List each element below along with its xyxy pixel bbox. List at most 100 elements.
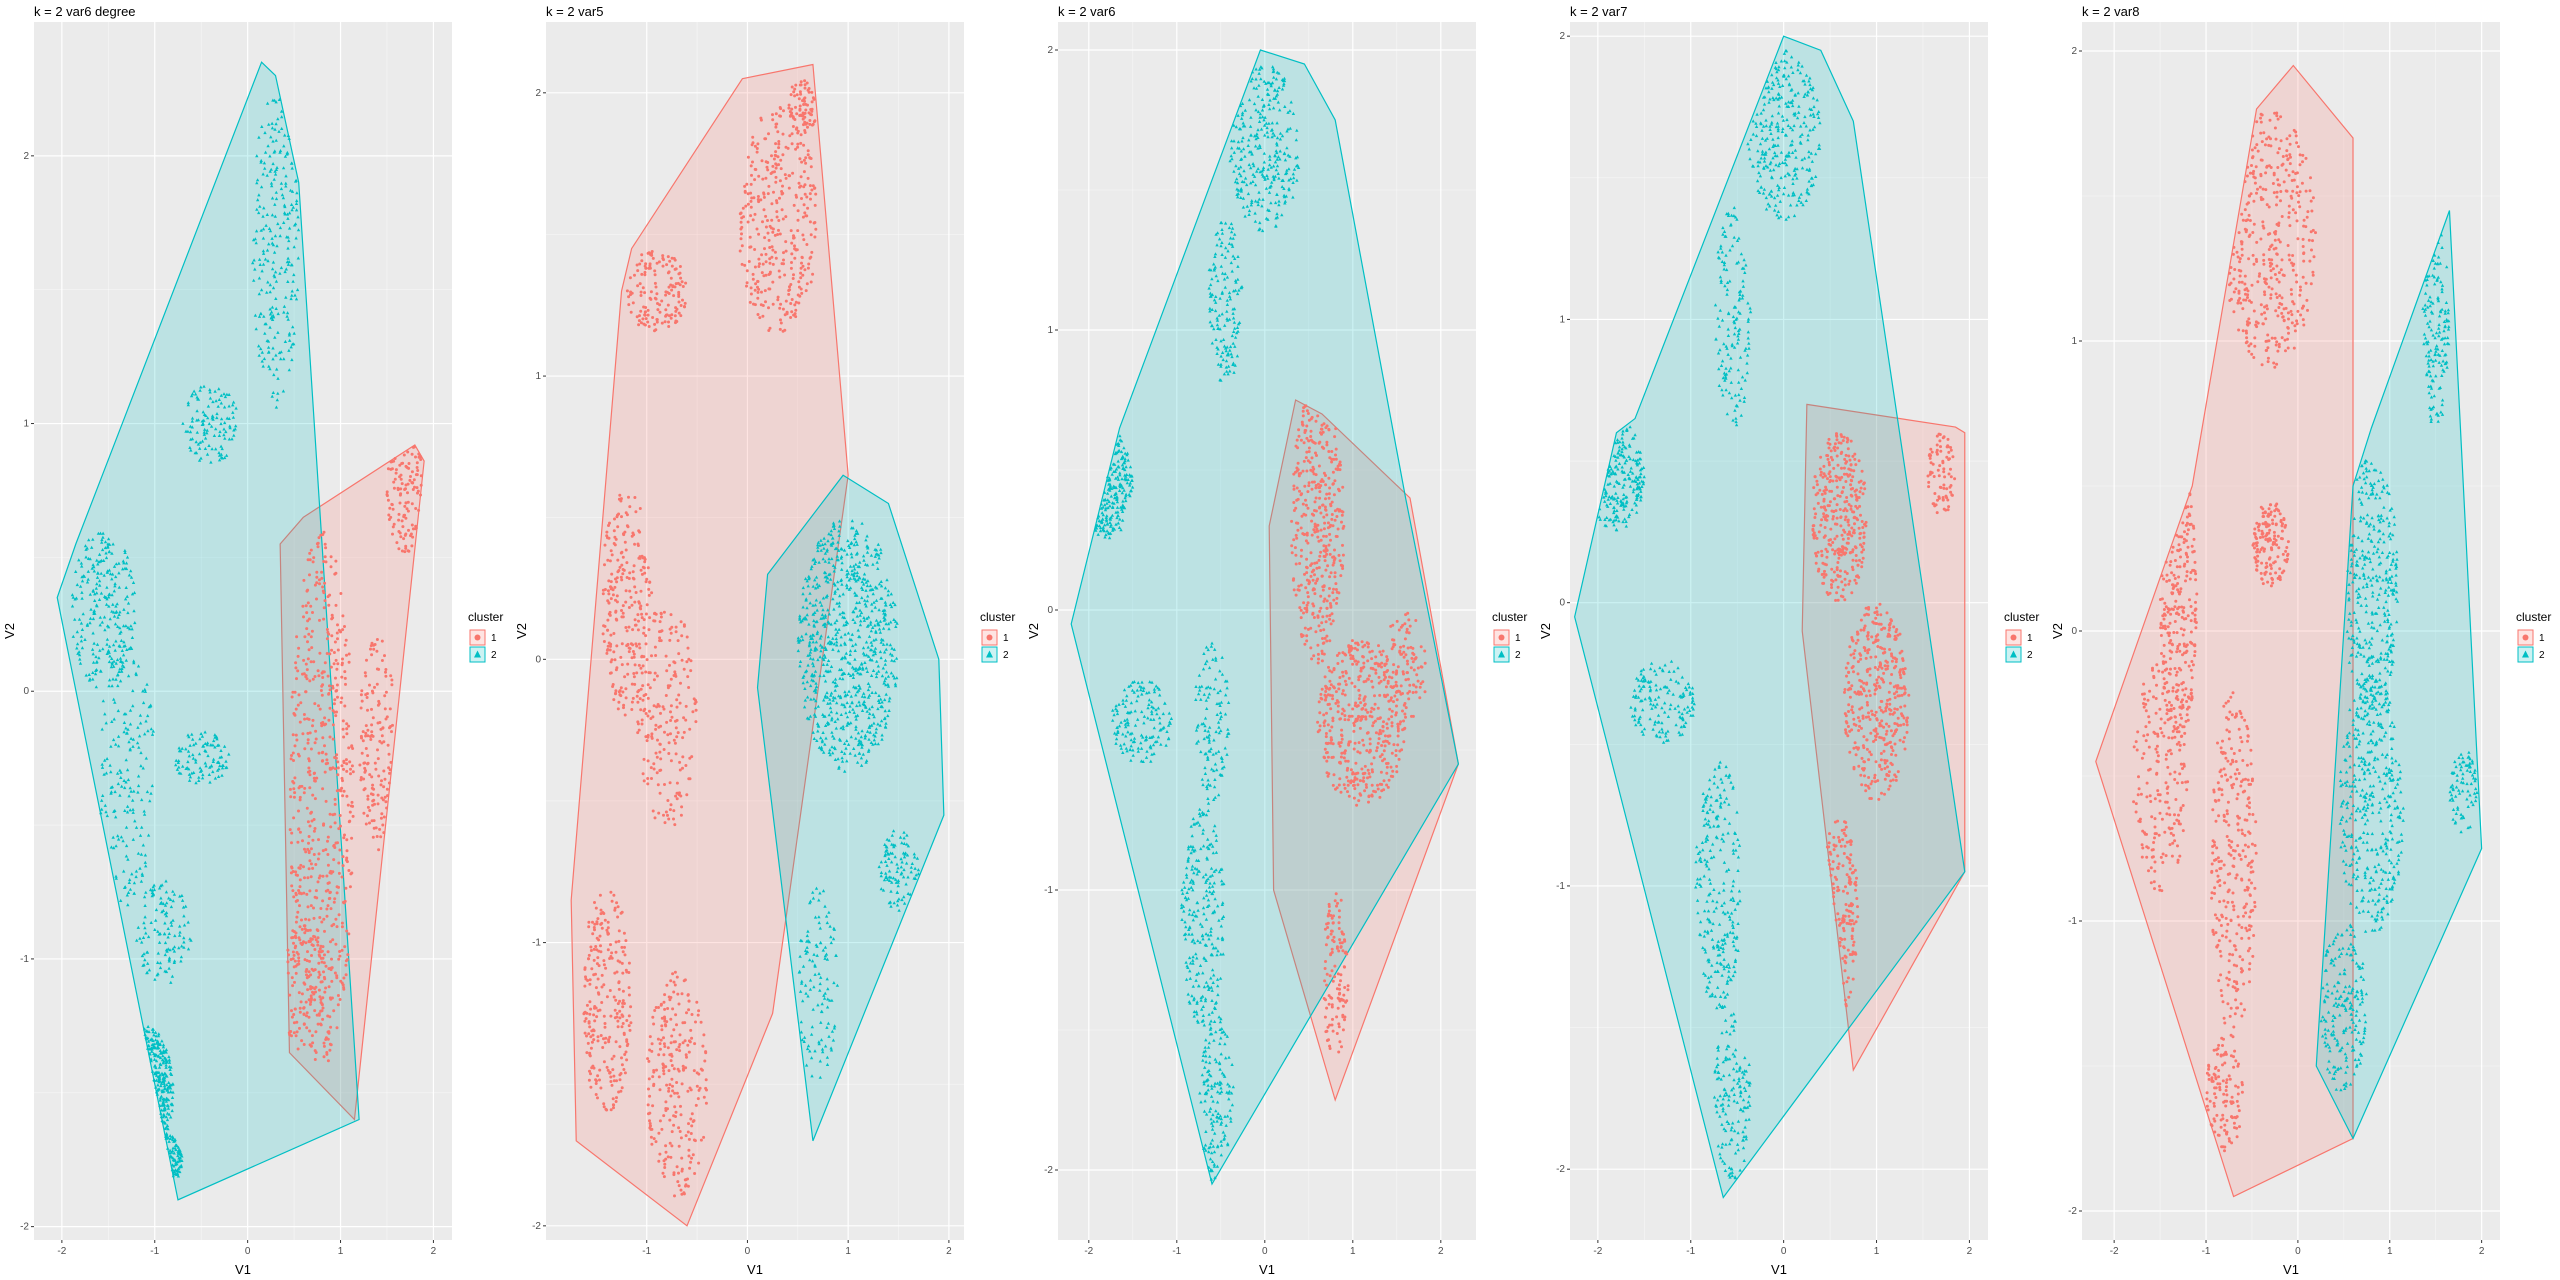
data-point [620,945,624,949]
y-tick-label: 1 [23,419,29,430]
data-point [153,977,157,981]
data-point [603,563,606,567]
data-point [158,1098,162,1102]
data-point [840,567,844,571]
data-point [127,647,131,651]
data-point [814,575,819,579]
data-point [587,953,591,957]
data-point [840,759,845,763]
data-point [303,847,306,851]
data-point [369,647,372,651]
data-point [817,972,821,976]
data-point [869,740,873,744]
data-point [886,851,890,855]
data-point [406,500,410,504]
data-point [70,593,75,597]
data-point [813,706,818,710]
data-point [382,740,386,744]
data-point [620,642,624,646]
data-point [817,921,821,925]
data-point [340,948,344,952]
data-point [831,521,836,525]
data-point [805,81,809,85]
data-point [291,733,295,737]
data-point [180,944,184,948]
data-point [342,986,346,989]
data-point [768,257,772,261]
data-point [848,576,853,580]
data-point [879,579,883,583]
data-point [290,166,294,170]
data-point [186,403,190,407]
data-point [874,618,879,622]
data-point [834,633,838,637]
data-point [273,335,277,339]
data-point [121,653,126,657]
data-point [619,1089,623,1093]
data-point [158,1042,162,1046]
data-point [370,653,374,657]
data-point [598,934,602,938]
data-point [864,604,868,608]
data-point [793,244,796,248]
data-point [592,973,596,977]
data-point [662,1072,666,1076]
data-point [809,165,813,169]
data-point [112,809,116,813]
data-point [803,79,807,83]
data-point [132,609,136,613]
data-point [336,648,340,652]
data-point [636,544,640,547]
data-point [798,157,802,161]
x-tick-label: -1 [642,1246,651,1257]
data-point [829,710,833,714]
data-point [108,654,112,658]
data-point [112,610,116,614]
data-point [187,735,191,739]
data-point [664,810,668,814]
data-point [676,1180,680,1184]
legend-label: 2 [1003,650,1009,661]
data-point [270,394,274,398]
data-point [790,107,794,111]
data-point [636,269,640,273]
data-point [309,994,313,998]
data-point [887,838,891,842]
data-point [616,1002,620,1006]
data-point [77,558,81,562]
data-point [265,101,270,105]
data-point [309,635,313,639]
data-point [124,658,128,662]
data-point [812,952,816,956]
data-point [291,929,295,933]
data-point [800,197,803,200]
data-point [637,728,641,732]
data-point [644,634,648,638]
data-point [801,117,805,121]
data-point [879,551,883,555]
data-point [812,712,817,716]
data-point [402,515,406,519]
data-point [163,1105,167,1109]
data-point [302,615,305,619]
data-point [368,773,372,777]
data-point [873,646,878,650]
data-point [632,672,636,675]
data-point [206,416,210,420]
data-point [128,722,133,726]
data-point [811,661,815,665]
data-point [371,783,375,787]
data-point [388,506,392,510]
data-point [122,730,126,734]
data-point [416,491,419,495]
data-point [364,731,368,735]
data-point [203,436,208,440]
data-point [337,628,341,632]
data-point [882,650,887,654]
data-point [808,634,813,638]
data-point [95,591,99,595]
data-point [849,721,853,725]
data-point [321,1006,325,1010]
data-point [128,627,132,631]
data-point [149,1057,153,1061]
